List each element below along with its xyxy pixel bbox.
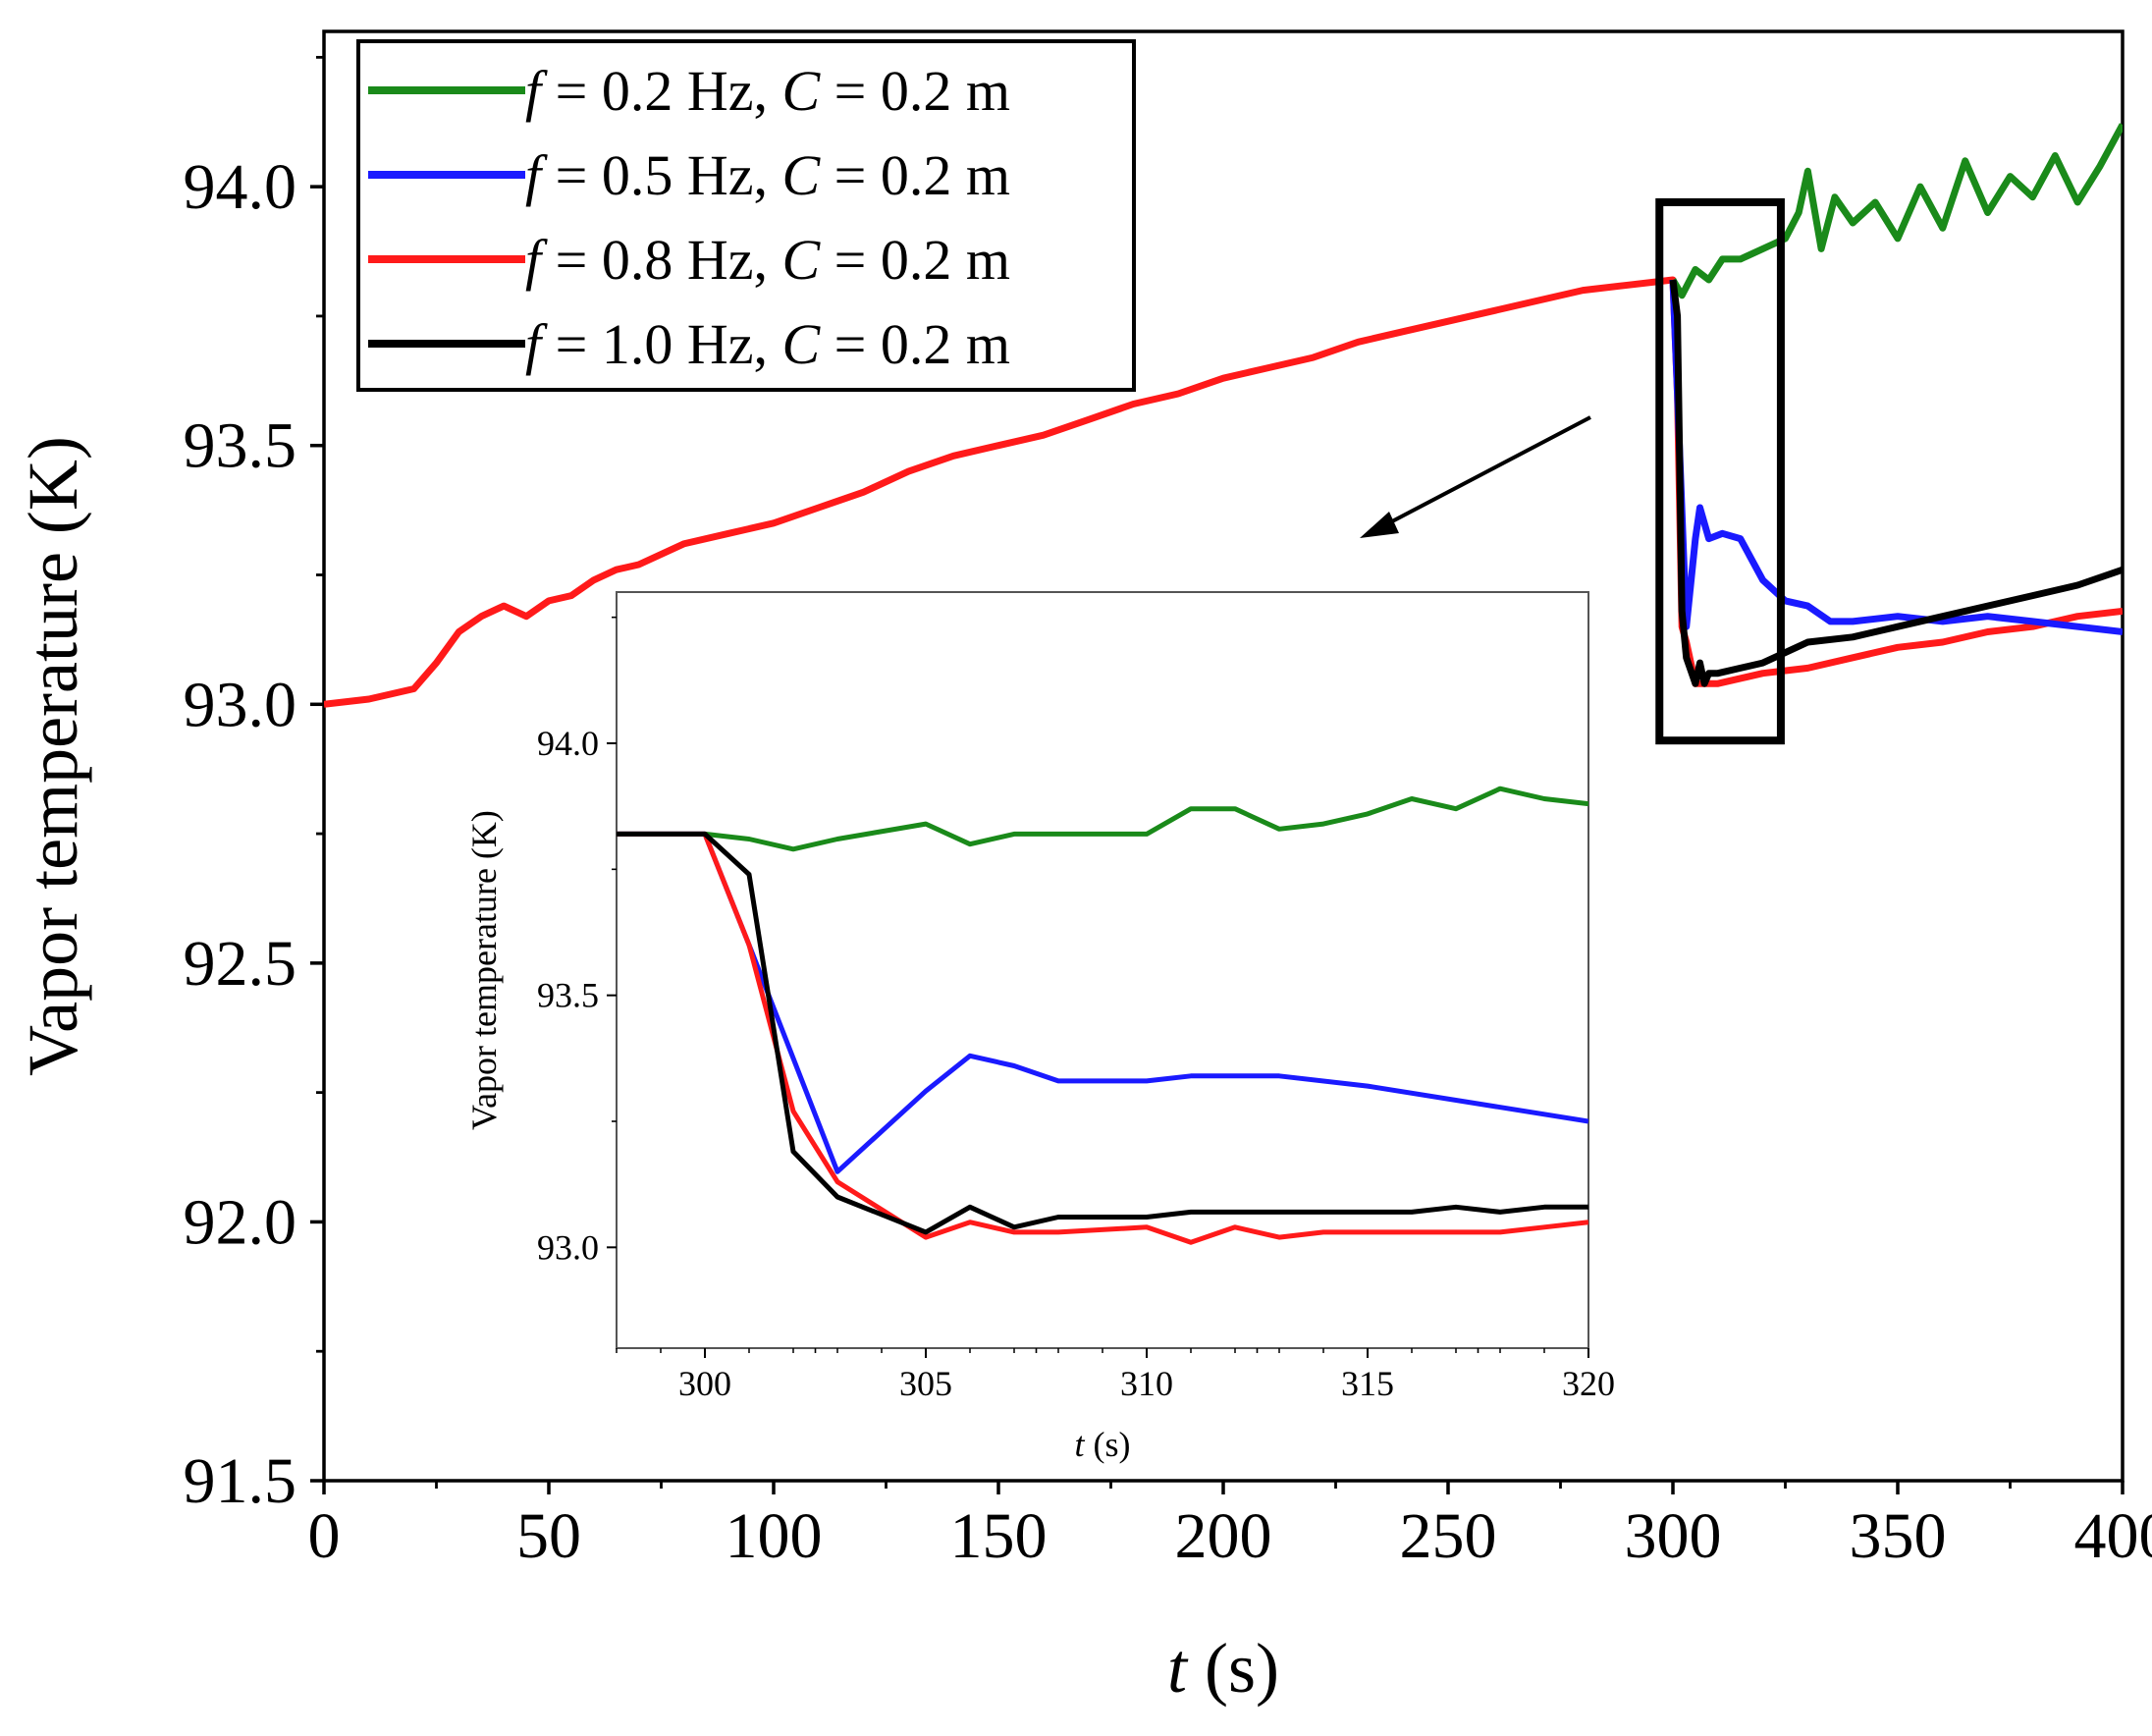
main-y-tick-label: 93.5 <box>184 410 297 482</box>
main-x-tick-label: 400 <box>2074 1500 2152 1572</box>
main-x-axis-label-unit: (s) <box>1187 1629 1279 1708</box>
main-x-tick-label: 100 <box>726 1500 823 1572</box>
legend: f = 0.2 Hz, C = 0.2 m f = 0.5 Hz, C = 0.2… <box>358 41 1134 390</box>
main-x-tick-label: 50 <box>516 1500 581 1572</box>
main-x-tick-label: 0 <box>308 1500 341 1572</box>
legend-c-symbol: C <box>781 312 821 376</box>
main-x-tick-label: 150 <box>950 1500 1048 1572</box>
legend-c-text: = 0.2 m <box>820 228 1010 292</box>
inset-y-tick-label: 93.5 <box>537 976 599 1015</box>
main-y-tick-label: 93.0 <box>184 669 297 740</box>
legend-c-symbol: C <box>781 228 821 292</box>
legend-f-text: = 0.2 Hz, <box>541 59 781 123</box>
main-series-line-2 <box>1673 280 2123 632</box>
inset-y-tick-label: 93.0 <box>537 1227 599 1267</box>
inset-x-tick-label: 300 <box>678 1364 731 1403</box>
main-x-axis-label: t (s) <box>1167 1629 1279 1708</box>
legend-c-symbol: C <box>781 143 821 207</box>
inset-x-tick-label: 310 <box>1120 1364 1173 1403</box>
legend-c-text: = 0.2 m <box>820 312 1010 376</box>
main-x-tick-label: 300 <box>1625 1500 1722 1572</box>
main-series-line-1 <box>1673 125 2123 296</box>
inset-x-tick-label: 315 <box>1341 1364 1394 1403</box>
inset-x-axis-label: t (s) <box>1074 1425 1130 1464</box>
main-y-tick-label: 92.0 <box>184 1186 297 1258</box>
legend-label: f = 1.0 Hz, C = 0.2 m <box>525 312 1010 376</box>
inset-y-tick-label: 94.0 <box>537 724 599 763</box>
legend-label: f = 0.8 Hz, C = 0.2 m <box>525 228 1010 292</box>
inset-x-axis-label-unit: (s) <box>1085 1425 1131 1464</box>
inset-x-tick-label: 320 <box>1562 1364 1615 1403</box>
main-y-tick-label: 92.5 <box>184 928 297 1000</box>
chart-inset: 300 305 310 315 320 93.0 93.5 94.0 t (s) Vapor te… <box>464 592 1615 1464</box>
legend-c-symbol: C <box>781 59 821 123</box>
legend-label: f = 0.5 Hz, C = 0.2 m <box>525 143 1010 207</box>
legend-f-text: = 1.0 Hz, <box>541 312 781 376</box>
main-y-tick-label: 94.0 <box>184 151 297 223</box>
legend-label: f = 0.2 Hz, C = 0.2 m <box>525 59 1010 123</box>
main-x-tick-label: 250 <box>1400 1500 1497 1572</box>
main-y-tick-label: 91.5 <box>184 1445 297 1517</box>
legend-f-text: = 0.5 Hz, <box>541 143 781 207</box>
inset-x-tick-label: 305 <box>899 1364 952 1403</box>
main-y-axis-label: Vapor temperature (K) <box>14 436 92 1076</box>
legend-f-text: = 0.8 Hz, <box>541 228 781 292</box>
inset-y-axis-label: Vapor temperature (K) <box>464 810 504 1130</box>
zoom-arrow-head <box>1360 512 1399 538</box>
main-x-axis-label-var: t <box>1167 1629 1189 1708</box>
main-x-tick-label: 200 <box>1175 1500 1272 1572</box>
legend-c-text: = 0.2 m <box>820 59 1010 123</box>
zoom-arrow-shaft <box>1373 417 1590 531</box>
main-x-tick-label: 350 <box>1850 1500 1947 1572</box>
legend-c-text: = 0.2 m <box>820 143 1010 207</box>
